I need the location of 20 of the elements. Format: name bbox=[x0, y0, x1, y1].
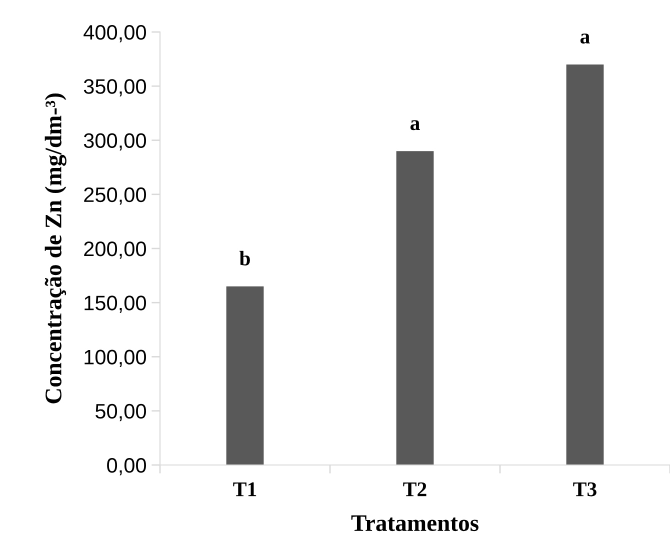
annotation: a bbox=[410, 120, 420, 130]
y-tick-label: 250,00 bbox=[84, 187, 146, 205]
x-tick-label: T3 bbox=[573, 482, 596, 496]
annotation: b bbox=[239, 250, 250, 266]
x-tick-label: T2 bbox=[403, 482, 426, 496]
y-tick-label: 150,00 bbox=[84, 296, 146, 313]
y-tick-label: 0,00 bbox=[107, 458, 146, 476]
x-tick-label: T1 bbox=[233, 482, 256, 496]
y-tick-label: 200,00 bbox=[84, 242, 146, 259]
y-tick-label: 300,00 bbox=[84, 133, 146, 150]
y-tick-label: 350,00 bbox=[84, 79, 146, 96]
y-axis-title: Concentração de Zn (mg/dm-³) bbox=[44, 94, 66, 404]
annotation: a bbox=[580, 34, 590, 44]
y-tick-label: 50,00 bbox=[96, 404, 146, 422]
bar bbox=[396, 151, 434, 465]
y-tick-label: 400,00 bbox=[84, 25, 146, 42]
x-axis-title: Tratamentos bbox=[351, 515, 478, 532]
y-tick-label: 100,00 bbox=[84, 350, 146, 367]
bar bbox=[226, 286, 264, 465]
bar bbox=[566, 64, 604, 465]
